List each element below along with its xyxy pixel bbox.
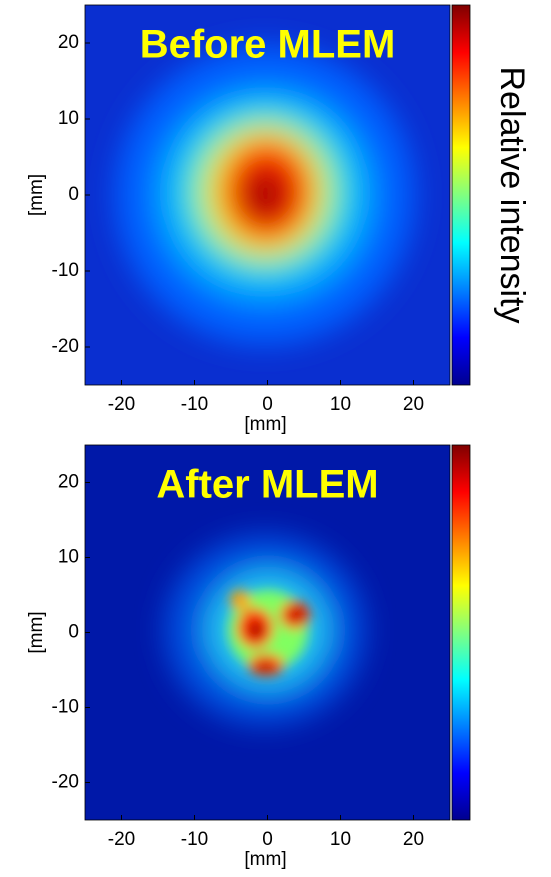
x-tick-label: -20 [108,394,135,415]
y-tick-label: 10 [58,547,79,568]
y-tick-label: 20 [58,32,79,53]
x-tick-label: 20 [403,394,424,415]
x-tick-label: 20 [403,829,424,850]
heatmap-image [85,5,450,385]
y-tick-label: 0 [68,622,79,643]
heatmap-image [85,445,450,820]
y-tick-label: -20 [52,772,79,793]
x-tick-label: -10 [181,394,208,415]
panel-title: Before MLEM [140,23,396,67]
y-tick-label: -10 [52,697,79,718]
y-tick-label: -10 [52,260,79,281]
x-axis-label: [mm] [244,414,286,435]
y-tick-label: 20 [58,472,79,493]
y-tick-label: -20 [52,336,79,357]
colorbar-label: Relative intensity [493,66,531,323]
x-tick-label: -10 [181,829,208,850]
y-tick-label: 0 [68,184,79,205]
colorbar [451,4,471,386]
panel-title: After MLEM [156,463,378,507]
x-tick-label: 10 [330,829,351,850]
colorbar [451,444,471,821]
x-axis-label: [mm] [244,849,286,870]
y-axis-label: [mm] [26,174,47,216]
x-tick-label: 0 [262,829,273,850]
x-tick-label: 10 [330,394,351,415]
x-tick-label: -20 [108,829,135,850]
y-tick-label: 10 [58,108,79,129]
y-axis-label: [mm] [26,611,47,653]
x-tick-label: 0 [262,394,273,415]
